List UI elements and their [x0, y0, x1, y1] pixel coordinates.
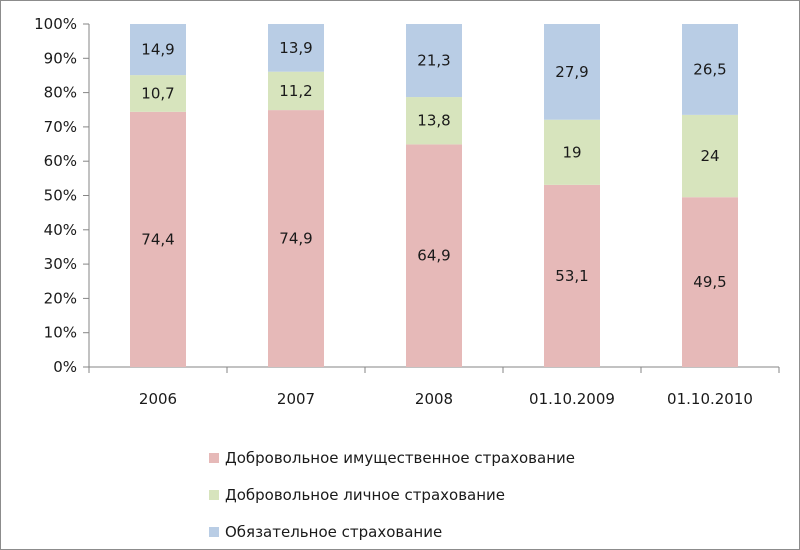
y-axis: 0% 10% 20% 30% 40% 50% 60% 70% 80% 90% 100% [34, 15, 90, 376]
legend: Добровольное имущественное страхование Д… [209, 439, 575, 550]
bar-segment [544, 119, 600, 185]
x-tick-label: 2006 [139, 390, 177, 408]
data-label: 27,9 [555, 63, 588, 81]
data-label: 26,5 [693, 60, 726, 78]
legend-item-mandatory: Обязательное страхование [209, 513, 575, 550]
x-tick-label: 01.10.2009 [529, 390, 615, 408]
bar-segment [130, 24, 186, 76]
data-label: 13,8 [417, 112, 450, 130]
bar-segment [268, 71, 324, 111]
data-label: 19 [562, 143, 581, 161]
y-tick-label: 50% [44, 187, 77, 205]
x-axis: 2006 2007 2008 01.10.2009 01.10.2010 [88, 366, 780, 408]
y-tick-label: 80% [44, 84, 77, 102]
bar-segment [268, 24, 324, 72]
legend-swatch-personal [209, 489, 219, 500]
bar-segment [544, 184, 600, 367]
legend-item-personal: Добровольное личное страхование [209, 476, 575, 513]
legend-item-property: Добровольное имущественное страхование [209, 439, 575, 476]
y-tick-label: 10% [44, 324, 77, 342]
data-label: 11,2 [279, 82, 312, 100]
bars: 74,4 10,7 14,9 74,9 11,2 13,9 64,9 13,8 21,3 53,1… [130, 24, 738, 367]
bar-segment [130, 111, 186, 367]
data-label: 24 [700, 147, 719, 165]
data-label: 49,5 [693, 273, 726, 291]
y-tick-label: 20% [44, 289, 77, 307]
bar-segment [130, 75, 186, 112]
bar-segment [682, 24, 738, 115]
y-tick-label: 30% [44, 255, 77, 273]
y-tick-label: 0% [53, 358, 77, 376]
legend-label-property: Добровольное имущественное страхование [225, 448, 575, 467]
data-label: 21,3 [417, 52, 450, 70]
bar-segment [406, 24, 462, 98]
data-label: 74,4 [141, 230, 174, 248]
y-tick-label: 90% [44, 49, 77, 67]
x-tick-label: 01.10.2010 [667, 390, 753, 408]
x-tick-label: 2007 [277, 390, 315, 408]
data-label: 13,9 [279, 39, 312, 57]
legend-swatch-property [209, 452, 219, 463]
bar-segment [682, 197, 738, 367]
legend-label-mandatory: Обязательное страхование [225, 522, 443, 541]
y-tick-label: 60% [44, 152, 77, 170]
data-label: 53,1 [555, 267, 588, 285]
data-label: 10,7 [141, 84, 174, 102]
bar-segment [544, 24, 600, 120]
bar-segment [406, 97, 462, 145]
data-label: 74,9 [279, 230, 312, 248]
legend-label-personal: Добровольное личное страхование [225, 485, 506, 504]
bar-segment [406, 144, 462, 367]
x-tick-label: 2008 [415, 390, 453, 408]
data-label: 14,9 [141, 41, 174, 59]
y-tick-label: 100% [34, 15, 77, 33]
legend-swatch-mandatory [209, 526, 219, 537]
bar-segment [682, 114, 738, 198]
y-tick-label: 40% [44, 221, 77, 239]
data-label: 64,9 [417, 247, 450, 265]
y-tick-label: 70% [44, 118, 77, 136]
bar-segment [268, 110, 324, 367]
